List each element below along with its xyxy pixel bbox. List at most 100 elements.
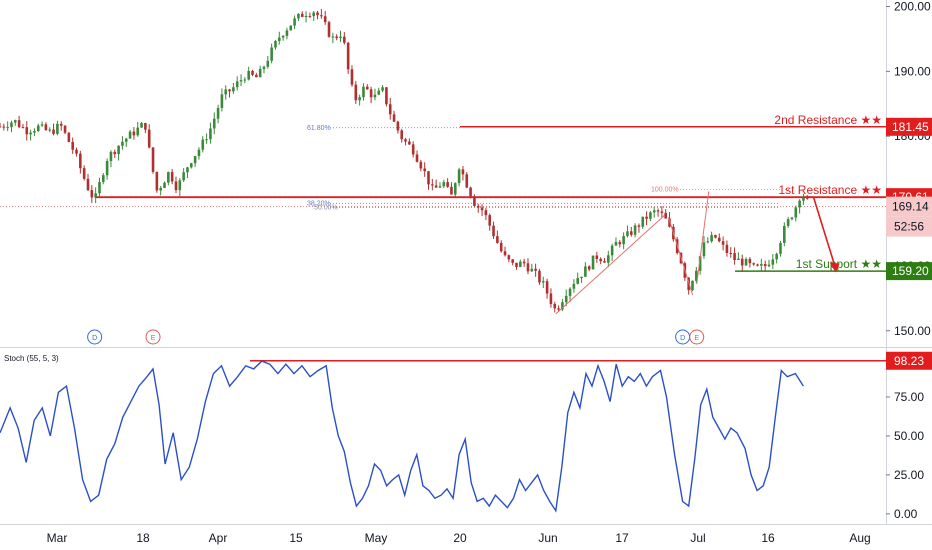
time-tick-label: 15 bbox=[289, 531, 303, 545]
candle-body bbox=[484, 210, 488, 216]
candle-body bbox=[572, 283, 576, 289]
candle-body bbox=[365, 86, 369, 90]
candle-body bbox=[480, 207, 484, 211]
candle-body bbox=[396, 121, 400, 131]
osc-tick-label: 25.00 bbox=[894, 468, 924, 482]
candle-body bbox=[496, 236, 499, 243]
candle-body bbox=[94, 193, 97, 198]
candle-body bbox=[641, 216, 645, 227]
candle-body bbox=[29, 132, 32, 135]
candle-body bbox=[645, 216, 648, 219]
candle-body bbox=[362, 86, 365, 98]
candle-body bbox=[277, 37, 281, 41]
countdown-badge bbox=[886, 216, 932, 237]
candle-body bbox=[450, 186, 453, 195]
candle-body bbox=[649, 212, 652, 219]
candle-body bbox=[167, 172, 170, 183]
candle-body bbox=[44, 124, 48, 130]
first-support-badge-text: 159.20 bbox=[892, 264, 929, 278]
osc-tick-label: 0.00 bbox=[894, 507, 918, 521]
candle-body bbox=[86, 178, 90, 191]
time-axis[interactable]: Mar 18 Apr 15 May 20 Jun 17 Jul 16 Aug bbox=[47, 531, 871, 545]
candle-body bbox=[82, 168, 86, 179]
candle-body bbox=[457, 169, 461, 184]
candle-body bbox=[331, 36, 335, 38]
fib-382-label: 38.20% bbox=[307, 201, 331, 208]
candle-body bbox=[419, 161, 423, 169]
candle-body bbox=[75, 149, 78, 154]
candle-body bbox=[255, 74, 258, 78]
time-tick-label: 18 bbox=[136, 531, 150, 545]
candle-body bbox=[186, 167, 189, 173]
candle-body bbox=[163, 182, 166, 188]
candle-body bbox=[656, 210, 660, 212]
candle-body bbox=[610, 245, 614, 256]
candle-body bbox=[33, 130, 36, 133]
candle-body bbox=[10, 122, 13, 128]
projection-arrow-line bbox=[812, 196, 837, 269]
stochastic-oscillator: Stoch (55, 5, 3) bbox=[0, 354, 886, 513]
price-tick-label: 150.00 bbox=[894, 324, 931, 338]
candle-body bbox=[67, 132, 71, 142]
candle-body bbox=[453, 183, 457, 195]
current-price-badge bbox=[886, 196, 932, 217]
candle-body bbox=[59, 123, 63, 126]
time-tick-label: May bbox=[365, 531, 388, 545]
candle-body bbox=[568, 288, 572, 296]
candle-body bbox=[687, 277, 690, 291]
candle-body bbox=[0, 126, 2, 128]
candle-body bbox=[507, 255, 511, 260]
event-marker-label: D bbox=[92, 335, 97, 342]
candle-body bbox=[461, 169, 465, 175]
candle-body bbox=[580, 276, 583, 279]
time-tick-label: Mar bbox=[47, 531, 68, 545]
candle-body bbox=[335, 36, 338, 39]
candle-body bbox=[323, 16, 327, 23]
candle-body bbox=[79, 153, 82, 169]
candle-body bbox=[404, 139, 407, 142]
candle-body bbox=[144, 122, 147, 130]
price-candles bbox=[0, 9, 809, 313]
candle-body bbox=[584, 266, 587, 277]
candle-body bbox=[105, 161, 109, 176]
candle-body bbox=[2, 126, 6, 128]
candle-body bbox=[408, 141, 411, 145]
price-axis[interactable]: 150.00160.00170.00180.00190.00200.000.00… bbox=[886, 0, 931, 521]
candle-body bbox=[427, 171, 430, 185]
candle-body bbox=[205, 139, 208, 141]
first-support-badge bbox=[886, 262, 932, 281]
candle-body bbox=[771, 259, 775, 265]
candle-body bbox=[281, 35, 285, 38]
candle-body bbox=[182, 172, 185, 181]
candle-body bbox=[553, 303, 557, 309]
candle-body bbox=[235, 81, 239, 88]
candle-body bbox=[300, 13, 304, 17]
candle-body bbox=[212, 118, 216, 129]
candle-body bbox=[52, 129, 55, 134]
candle-body bbox=[717, 237, 721, 242]
candle-body bbox=[786, 219, 790, 226]
candle-body bbox=[721, 241, 725, 245]
candle-body bbox=[587, 266, 591, 270]
candle-body bbox=[174, 181, 178, 191]
candle-body bbox=[442, 182, 446, 187]
candle-body bbox=[48, 129, 52, 131]
candle-body bbox=[155, 171, 159, 191]
candle-body bbox=[385, 87, 388, 105]
candle-body bbox=[633, 225, 637, 235]
candle-body bbox=[56, 123, 59, 134]
time-tick-label: 16 bbox=[761, 531, 775, 545]
candle-body bbox=[760, 264, 763, 266]
second-resistance-badge bbox=[886, 117, 932, 136]
candle-body bbox=[197, 149, 201, 157]
candle-body bbox=[438, 186, 442, 188]
candle-body bbox=[561, 302, 564, 310]
candle-body bbox=[178, 180, 182, 191]
oscillator-title: Stoch (55, 5, 3) bbox=[4, 354, 59, 363]
candle-body bbox=[503, 251, 507, 256]
stochastic-line bbox=[0, 360, 804, 513]
candle-body bbox=[98, 181, 101, 194]
candle-body bbox=[312, 12, 316, 17]
candle-body bbox=[522, 261, 526, 264]
